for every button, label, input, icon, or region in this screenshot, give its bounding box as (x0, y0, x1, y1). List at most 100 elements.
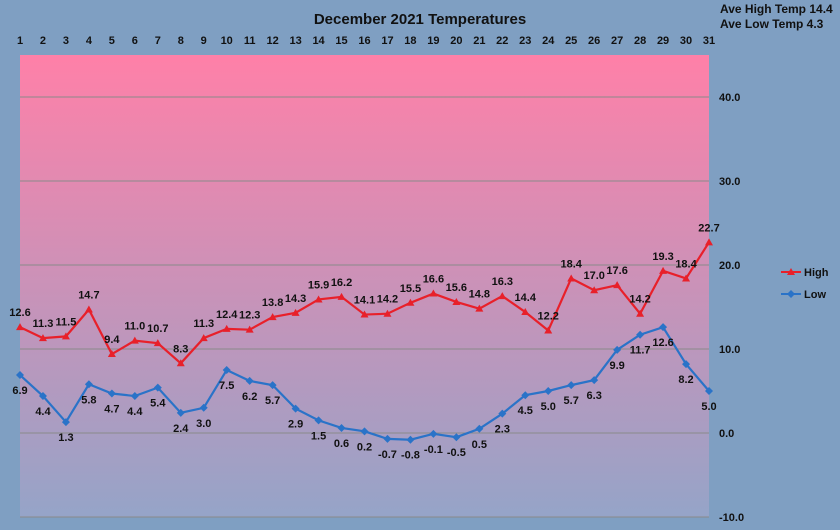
low-data-label: -0.8 (401, 450, 420, 462)
low-point (521, 391, 530, 400)
high-point (429, 289, 438, 297)
high-data-label: 19.3 (652, 251, 673, 263)
high-data-label: 17.0 (583, 270, 604, 282)
x-tick-label: 8 (178, 35, 184, 47)
x-tick-label: 16 (358, 35, 370, 47)
y-tick-label: 0.0 (719, 428, 734, 440)
legend-low-label: Low (804, 289, 826, 301)
high-point (38, 334, 47, 342)
high-point (337, 292, 346, 300)
x-tick-label: 21 (473, 35, 485, 47)
x-tick-label: 30 (680, 35, 692, 47)
high-point (590, 286, 599, 294)
low-data-label: 2.9 (288, 419, 303, 431)
x-tick-label: 5 (109, 35, 115, 47)
low-data-label: 3.0 (196, 418, 211, 430)
y-tick-label: 20.0 (719, 260, 740, 272)
high-point (314, 295, 323, 303)
low-point (406, 435, 415, 444)
high-data-label: 15.5 (400, 283, 421, 295)
low-point (567, 381, 576, 390)
high-data-label: 14.1 (354, 295, 375, 307)
low-point (705, 387, 713, 395)
x-tick-label: 28 (634, 35, 646, 47)
low-point (452, 433, 461, 442)
low-data-label: 12.6 (652, 337, 673, 349)
high-data-label: 11.5 (56, 316, 77, 328)
low-point (268, 381, 277, 390)
low-point (130, 392, 139, 401)
low-point (84, 380, 93, 389)
high-data-label: 16.3 (492, 276, 513, 288)
high-data-label: 14.7 (78, 290, 99, 302)
low-data-label: 5.7 (564, 395, 579, 407)
low-point (245, 376, 254, 385)
low-point (176, 408, 185, 417)
legend: High Low (781, 267, 829, 301)
low-point (153, 383, 162, 392)
high-point (176, 359, 185, 367)
x-tick-label: 24 (542, 35, 555, 47)
x-tick-label: 2 (40, 35, 46, 47)
high-point (61, 332, 70, 340)
low-point (222, 366, 231, 374)
x-tick-label: 23 (519, 35, 531, 47)
high-data-label: 15.9 (308, 279, 329, 291)
low-point (38, 392, 47, 401)
x-tick-label: 15 (335, 35, 347, 47)
low-point (291, 404, 300, 413)
x-tick-label: 17 (381, 35, 393, 47)
high-point (107, 350, 116, 358)
x-tick-label: 11 (244, 35, 256, 47)
high-data-label: 18.4 (560, 258, 582, 270)
low-point (613, 345, 622, 354)
high-point (245, 325, 254, 333)
x-tick-label: 25 (565, 35, 577, 47)
low-point (107, 389, 116, 398)
low-data-label: 11.7 (630, 345, 651, 357)
y-tick-label: -10.0 (719, 512, 744, 524)
high-point (659, 266, 668, 274)
high-point (613, 281, 622, 289)
low-data-label: 8.2 (678, 374, 693, 386)
x-tick-label: 9 (201, 35, 207, 47)
low-point (429, 429, 438, 438)
high-point (222, 324, 231, 332)
x-tick-label: 22 (496, 35, 508, 47)
high-point (567, 274, 576, 282)
high-data-label: 11.3 (193, 318, 214, 330)
x-tick-label: 3 (63, 35, 69, 47)
y-tick-label: 40.0 (719, 92, 740, 104)
x-tick-label: 13 (289, 35, 301, 47)
x-tick-label: 7 (155, 35, 161, 47)
high-data-label: 13.8 (262, 297, 283, 309)
low-data-label: 6.3 (587, 390, 602, 402)
high-point (498, 292, 507, 300)
low-data-label: -0.7 (378, 449, 397, 461)
low-data-label: 6.2 (242, 391, 257, 403)
high-data-label: 12.2 (538, 311, 559, 323)
low-data-label: 1.5 (311, 430, 326, 442)
x-tick-label: 20 (450, 35, 462, 47)
y-tick-label: 30.0 (719, 176, 740, 188)
low-point (383, 434, 392, 443)
high-point (521, 308, 530, 316)
high-data-label: 22.7 (698, 222, 719, 234)
x-tick-label: 4 (86, 35, 93, 47)
high-data-label: 8.3 (173, 343, 188, 355)
low-point (314, 416, 323, 425)
high-point (16, 323, 24, 331)
low-data-label: 0.5 (472, 439, 487, 451)
low-data-label: -0.5 (447, 447, 466, 459)
high-data-label: 14.3 (285, 293, 306, 305)
legend-low-marker (787, 290, 795, 298)
x-tick-label: 14 (312, 35, 325, 47)
high-data-label: 16.6 (423, 274, 444, 286)
low-data-label: 6.9 (12, 385, 27, 397)
low-data-label: 4.5 (518, 405, 533, 417)
high-point (705, 238, 713, 246)
low-point (16, 371, 24, 380)
high-data-label: 11.0 (124, 321, 145, 333)
low-data-label: 0.2 (357, 441, 372, 453)
